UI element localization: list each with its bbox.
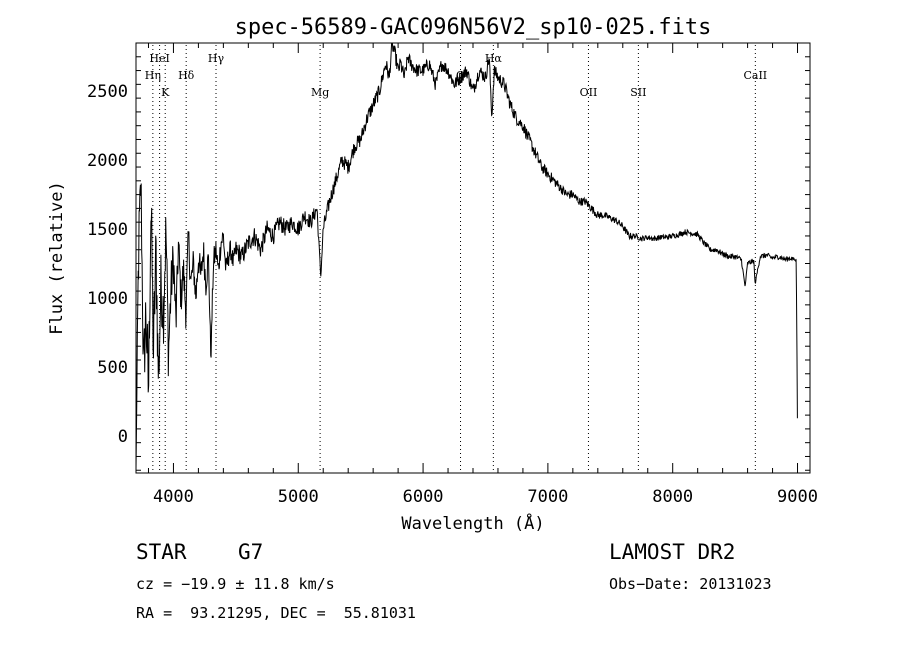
x-tick-label: 5000: [278, 487, 319, 507]
y-tick-label: 0: [118, 427, 128, 447]
x-tick-label: 6000: [403, 487, 444, 507]
line-label: Hγ: [208, 52, 225, 65]
object-subclass: G7: [238, 540, 264, 564]
line-label: OII: [580, 86, 598, 99]
y-tick-label: 1000: [87, 289, 128, 309]
line-label: O: [456, 69, 465, 82]
coordinates: RA = 93.21295, DEC = 55.81031: [136, 604, 416, 622]
line-label: CaII: [743, 69, 767, 82]
line-label: HeI: [149, 52, 169, 65]
x-tick-label: 9000: [777, 487, 818, 507]
x-tick-label: 7000: [527, 487, 568, 507]
line-label: Hη: [145, 69, 161, 82]
y-tick-label: 2000: [87, 151, 128, 171]
spectrum-line: [135, 42, 798, 471]
plot-frame: [135, 42, 811, 474]
survey-name: LAMOST DR2: [609, 540, 736, 564]
observation-date: Obs−Date: 20131023: [609, 575, 772, 593]
line-label: Hδ: [178, 69, 195, 82]
y-tick-label: 2500: [87, 82, 128, 102]
line-label: SII: [630, 86, 646, 99]
y-tick-label: 1500: [87, 220, 128, 240]
line-label: Mg: [311, 86, 329, 99]
y-tick-label: 500: [97, 358, 128, 378]
x-axis-label: Wavelength (Å): [401, 512, 544, 534]
line-label: K: [161, 86, 170, 99]
object-class: STAR: [136, 540, 187, 564]
redshift-velocity: cz = −19.9 ± 11.8 km/s: [136, 575, 335, 593]
x-tick-label: 8000: [652, 487, 693, 507]
chart-title: spec-56589-GAC096N56V2_sp10-025.fits: [235, 15, 712, 40]
x-tick-label: 4000: [153, 487, 194, 507]
y-axis-label: Flux (relative): [47, 181, 67, 335]
